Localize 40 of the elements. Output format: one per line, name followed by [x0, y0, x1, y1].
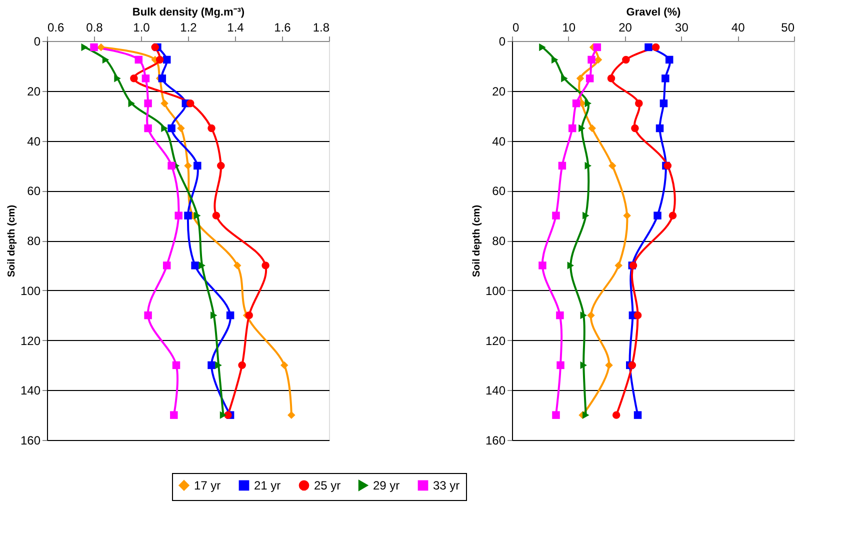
- y-tick-label: 40: [27, 134, 41, 148]
- x-tick-label: 1.4: [227, 20, 244, 34]
- legend-label: 17 yr: [194, 478, 221, 492]
- x-tick-label: 10: [562, 20, 576, 34]
- x-tick-label: 1.0: [133, 20, 150, 34]
- x-tick-label: 1.8: [312, 20, 330, 34]
- x-tick-label: 40: [731, 20, 746, 34]
- y-tick-label: 0: [34, 34, 41, 48]
- legend-label: 25 yr: [314, 478, 341, 492]
- y-tick-label: 0: [498, 34, 506, 48]
- y-axis-title: Soil depth (cm): [6, 204, 18, 278]
- y-tick-label: 160: [20, 434, 41, 448]
- y-tick-label: 140: [20, 384, 41, 398]
- y-tick-label: 60: [27, 184, 41, 198]
- y-axis-title: Soil depth (cm): [471, 204, 482, 278]
- x-axis-title: Gravel (%): [626, 6, 682, 18]
- x-tick-label: 30: [675, 20, 689, 34]
- y-tick-label: 160: [485, 434, 506, 448]
- y-tick-label: 80: [27, 234, 41, 248]
- y-tick-label: 100: [485, 284, 506, 298]
- x-tick-label: 20: [618, 20, 632, 34]
- x-tick-label: 1.6: [274, 20, 292, 34]
- y-tick-label: 60: [492, 184, 506, 198]
- y-tick-label: 20: [492, 84, 506, 98]
- x-tick-label: 1.2: [180, 20, 198, 34]
- x-tick-label: 0.6: [48, 20, 65, 34]
- x-tick-label: 0: [512, 20, 520, 34]
- x-tick-label: 0.8: [86, 20, 104, 34]
- y-tick-label: 100: [20, 284, 41, 298]
- x-axis-title: Bulk density (Mg.m⁻³): [132, 6, 245, 18]
- x-tick-label: 50: [781, 20, 795, 34]
- y-tick-label: 40: [492, 134, 506, 148]
- y-tick-label: 20: [27, 84, 41, 98]
- y-tick-label: 120: [485, 334, 506, 348]
- legend-label: 29 yr: [373, 478, 400, 492]
- y-tick-label: 80: [492, 234, 506, 248]
- legend-label: 33 yr: [433, 478, 460, 492]
- legend-label: 21 yr: [254, 478, 281, 492]
- y-tick-label: 140: [485, 384, 506, 398]
- y-tick-label: 120: [20, 334, 41, 348]
